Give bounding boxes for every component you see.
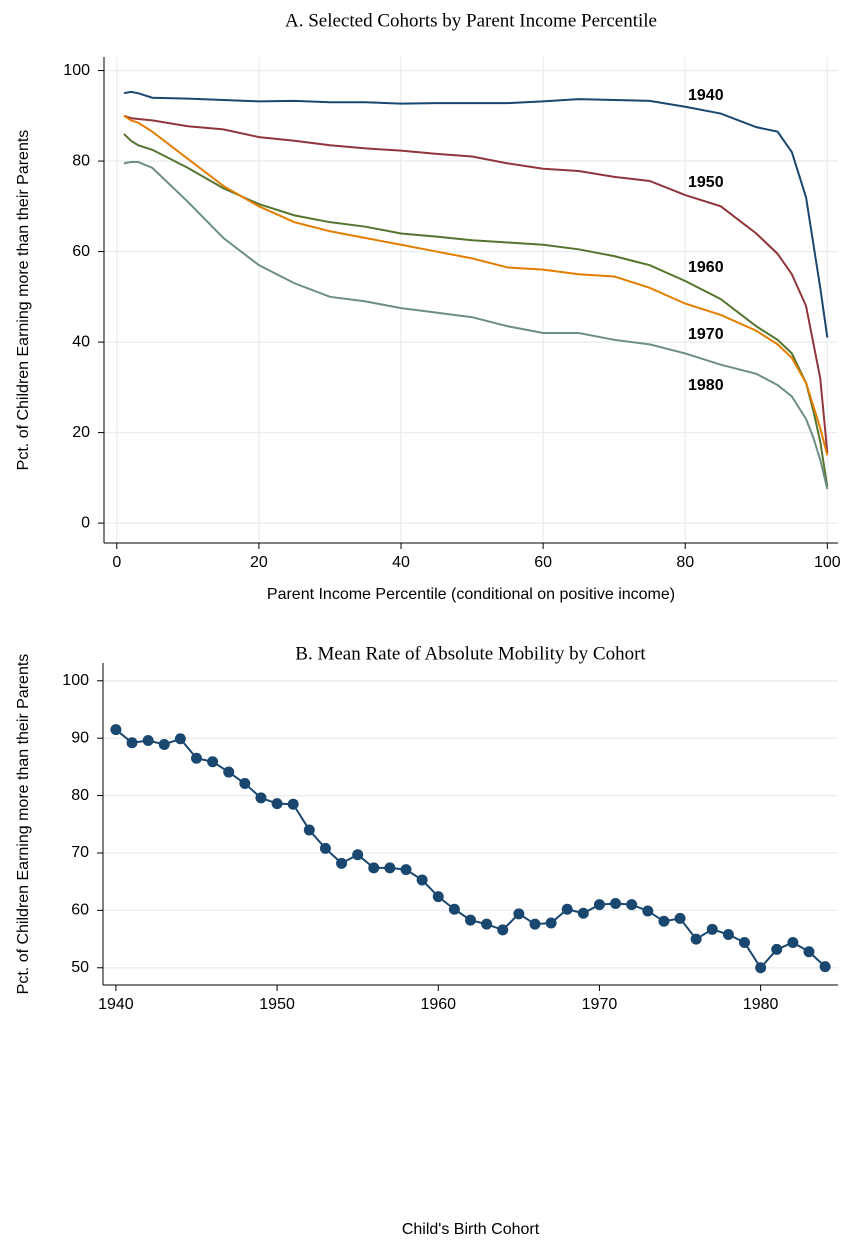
x-tick-label: 40	[392, 554, 410, 571]
data-point	[110, 724, 122, 736]
x-tick-label: 1940	[98, 996, 134, 1013]
data-point	[465, 914, 476, 926]
y-tick-label: 80	[71, 787, 89, 804]
data-point	[674, 912, 686, 924]
data-point	[271, 798, 283, 810]
data-line	[123, 133, 829, 488]
chart-title: B. Mean Rate of Absolute Mobility by Coh…	[295, 643, 646, 664]
data-point	[513, 908, 525, 920]
data-point	[561, 903, 573, 915]
data-point	[400, 864, 412, 876]
data-line	[123, 114, 829, 456]
data-point	[690, 933, 702, 945]
data-point	[239, 778, 251, 790]
y-tick-label: 70	[71, 844, 89, 861]
data-point	[787, 937, 799, 949]
data-point	[158, 739, 170, 751]
y-tick-label: 100	[62, 672, 89, 689]
data-point	[771, 943, 783, 955]
data-point	[126, 737, 138, 749]
data-point	[448, 903, 460, 915]
data-point	[529, 918, 541, 930]
x-tick-label: 80	[676, 554, 694, 571]
series-label: 1950	[688, 174, 724, 191]
data-line	[123, 90, 829, 338]
y-axis-label: Pct. of Children Earning more than their…	[15, 130, 32, 471]
data-point	[755, 962, 767, 974]
data-line	[123, 160, 829, 490]
x-axis-label: Child's Birth Cohort	[402, 1221, 540, 1238]
data-point	[626, 899, 638, 911]
data-point	[255, 792, 267, 804]
data-point	[190, 752, 202, 764]
data-point	[384, 862, 396, 874]
data-point	[336, 857, 348, 869]
data-line	[123, 114, 829, 454]
x-tick-label: 0	[112, 554, 121, 571]
chart-title: A. Selected Cohorts by Parent Income Per…	[285, 10, 657, 31]
y-tick-label: 40	[72, 333, 90, 350]
y-tick-label: 60	[71, 902, 89, 919]
data-point	[577, 907, 589, 919]
data-point	[593, 899, 605, 911]
series-label: 1940	[688, 87, 724, 104]
data-point	[610, 897, 622, 909]
x-axis-label: Parent Income Percentile (conditional on…	[267, 586, 675, 603]
data-point	[658, 915, 670, 927]
y-tick-label: 20	[72, 424, 90, 441]
data-point	[432, 891, 444, 903]
y-tick-label: 60	[72, 243, 90, 260]
data-point	[722, 928, 734, 940]
data-point	[706, 923, 718, 935]
data-point	[223, 766, 235, 778]
y-tick-label: 100	[63, 62, 90, 79]
data-point	[739, 937, 751, 949]
data-point	[642, 905, 654, 917]
y-axis-label: Pct. of Children Earning more than their…	[15, 654, 32, 995]
data-point	[287, 798, 299, 810]
data-point	[174, 733, 186, 745]
x-tick-label: 1960	[420, 996, 456, 1013]
data-point	[545, 917, 557, 929]
x-tick-label: 1980	[743, 996, 779, 1013]
data-point	[368, 862, 380, 874]
data-point	[207, 756, 219, 768]
data-point	[416, 874, 428, 886]
data-line	[115, 728, 826, 970]
data-point	[803, 946, 815, 958]
data-point	[481, 918, 493, 930]
data-point	[319, 842, 331, 854]
data-point	[352, 849, 364, 861]
series-label: 1980	[688, 377, 724, 394]
y-tick-label: 50	[71, 959, 89, 976]
series-label: 1960	[688, 259, 724, 276]
x-tick-label: 1950	[259, 996, 295, 1013]
y-tick-label: 90	[71, 729, 89, 746]
x-tick-label: 1970	[582, 996, 618, 1013]
series-label: 1970	[688, 326, 724, 343]
data-point	[497, 924, 509, 936]
data-point	[819, 961, 831, 973]
y-tick-label: 80	[72, 152, 90, 169]
data-point	[303, 824, 315, 836]
x-tick-label: 100	[814, 554, 841, 571]
x-tick-label: 60	[534, 554, 552, 571]
x-tick-label: 20	[250, 554, 268, 571]
y-tick-label: 0	[81, 514, 90, 531]
data-point	[142, 734, 154, 746]
